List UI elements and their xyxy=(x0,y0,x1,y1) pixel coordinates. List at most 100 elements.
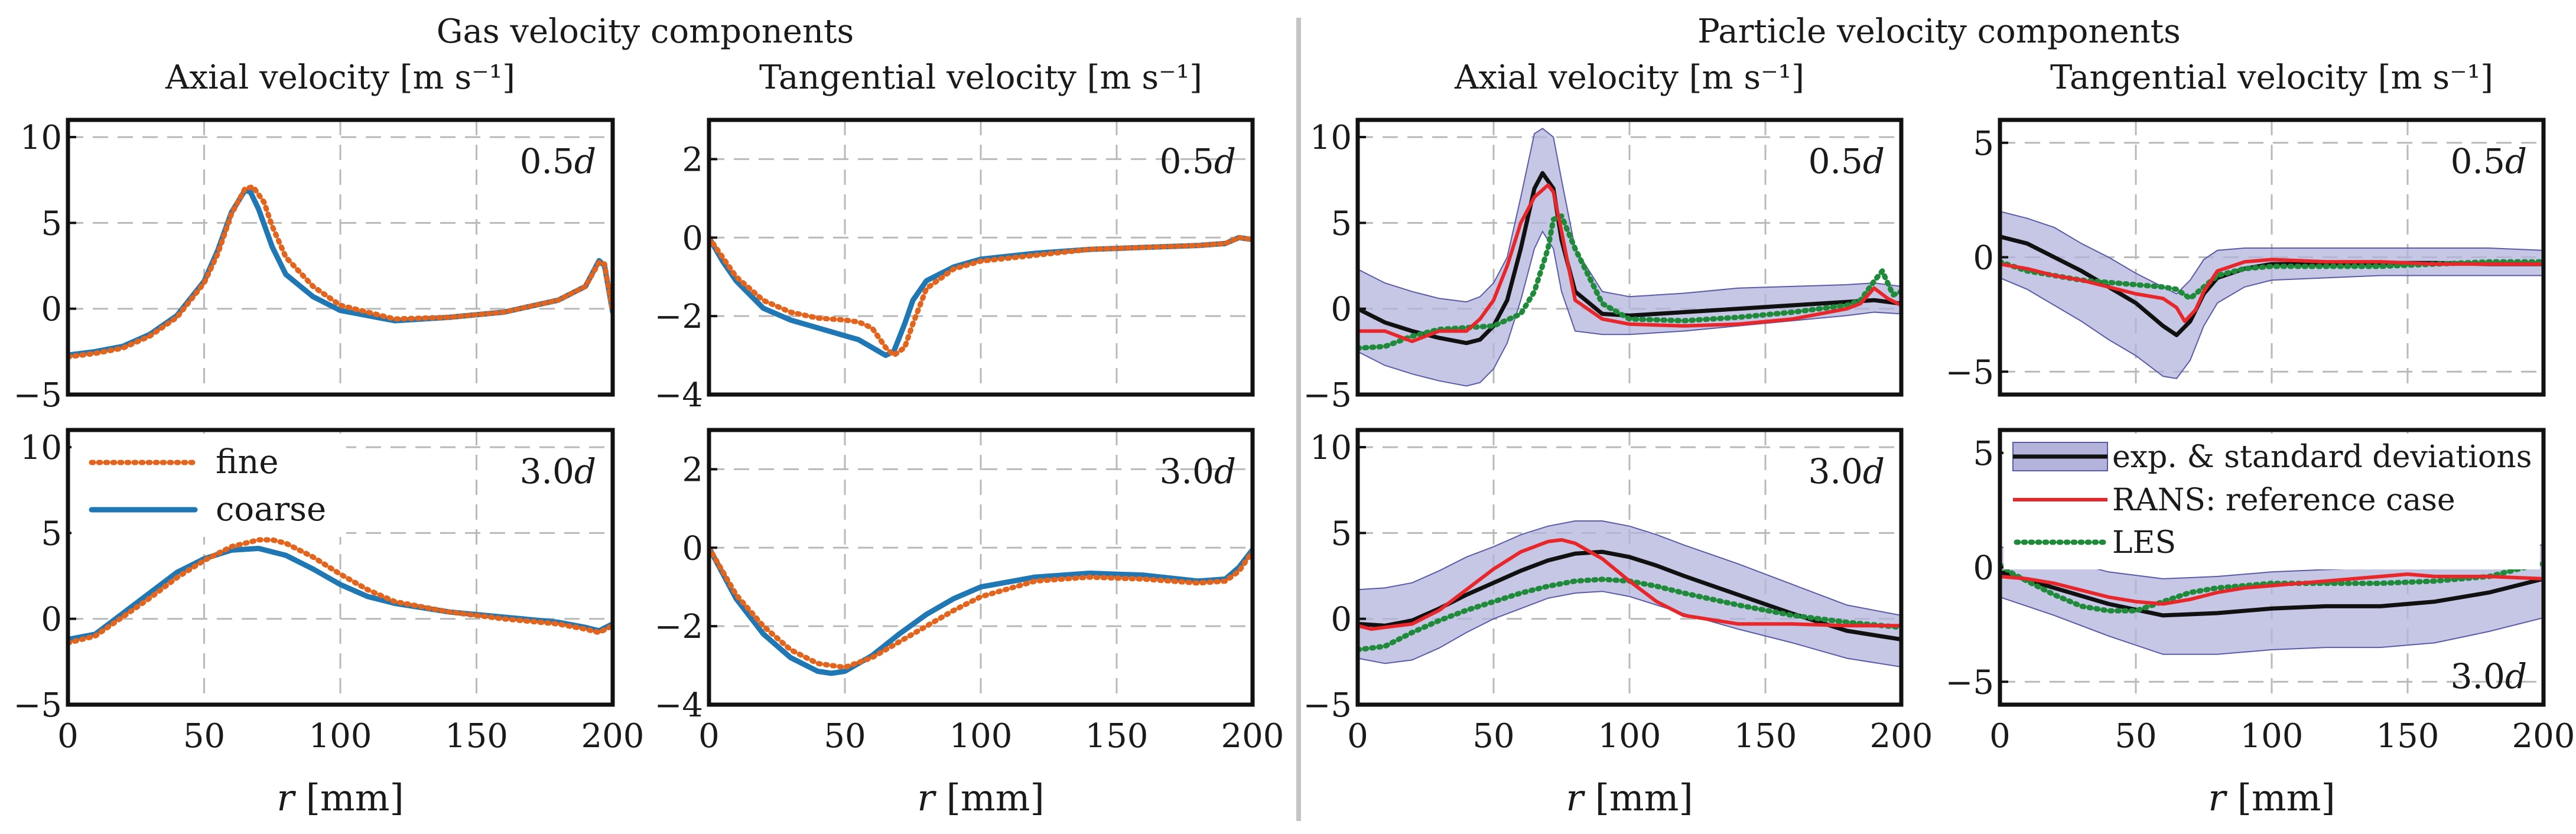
position-unit: d xyxy=(574,451,596,491)
position-value: 3.0 xyxy=(1809,451,1863,491)
position-label: 0.5d xyxy=(520,141,596,181)
gas-header: Gas velocity components xyxy=(437,12,854,51)
x-tick-label: 100 xyxy=(2240,717,2304,755)
panel-gas_tangential-3_0d: −4 −2 0 2 0 50 100 150 200 r [mm] 3.0d xyxy=(654,428,1284,819)
position-unit: d xyxy=(1863,141,1885,181)
y-tick-label: 5 xyxy=(1973,435,1994,473)
x-tick-label: 50 xyxy=(183,717,225,755)
x-axis-symbol: r xyxy=(917,776,936,819)
position-value: 3.0 xyxy=(2451,656,2505,696)
position-unit: d xyxy=(1863,451,1885,491)
panel-gas_axial-0_5d: −5 0 5 10 0.5d xyxy=(13,118,615,415)
x-axis-unit: [mm] xyxy=(294,776,404,819)
y-tick-label: 10 xyxy=(1310,119,1352,157)
x-tick-label: 150 xyxy=(1734,717,1797,755)
position-label: 0.5d xyxy=(2451,141,2527,181)
y-tick-label: 0 xyxy=(1331,291,1352,329)
particle-header: Particle velocity components xyxy=(1697,12,2181,51)
y-tick-label: −5 xyxy=(13,686,62,725)
y-tick-label: 2 xyxy=(682,451,703,489)
y-tick-label: −5 xyxy=(1303,376,1352,415)
x-tick-label: 200 xyxy=(2512,717,2575,755)
position-unit: d xyxy=(1214,141,1236,181)
panel-gas_tangential-0_5d: −4 −2 0 2 0.5d xyxy=(654,118,1255,415)
x-axis-unit: [mm] xyxy=(2226,776,2336,819)
series-line-rans xyxy=(1358,183,1901,343)
y-tick-label: −2 xyxy=(654,298,703,336)
y-tick-label: 5 xyxy=(1331,204,1352,243)
legend-label-exp: exp. & standard deviations xyxy=(2112,439,2532,475)
x-axis-label: r [mm] xyxy=(917,776,1044,819)
panel-frame xyxy=(66,428,615,707)
series-line-fine xyxy=(709,545,1253,670)
y-tick-label: 5 xyxy=(1973,125,1994,163)
legend-label-les: LES xyxy=(2112,525,2176,561)
chart-title: Tangential velocity [m s⁻¹] xyxy=(759,58,1202,97)
data-layer xyxy=(1358,520,1901,668)
legend-label-coarse: coarse xyxy=(216,490,326,529)
y-tick-label: 0 xyxy=(1331,601,1352,639)
position-value: 0.5 xyxy=(2451,141,2505,181)
legend-gas-bg xyxy=(71,434,346,537)
series-line-les xyxy=(2000,560,2544,614)
y-tick-label: 0 xyxy=(682,219,703,258)
chart-title: Axial velocity [m s⁻¹] xyxy=(165,58,515,97)
chart-title: Tangential velocity [m s⁻¹] xyxy=(2050,58,2493,97)
x-tick-label: 200 xyxy=(581,717,645,755)
x-tick-label: 0 xyxy=(1989,717,2011,755)
y-tick-label: 2 xyxy=(682,141,703,179)
x-axis-symbol: r xyxy=(2208,776,2227,819)
panel-frame xyxy=(66,118,615,397)
y-tick-label: 0 xyxy=(41,291,62,329)
series-line-fine xyxy=(68,537,613,646)
position-label: 3.0d xyxy=(1809,451,1885,491)
position-label: 0.5d xyxy=(1160,141,1236,181)
y-tick-label: −5 xyxy=(13,376,62,415)
legend-particle: exp. & standard deviations RANS: referenc… xyxy=(2003,434,2540,569)
series-line-fine xyxy=(709,234,1253,359)
panel-particle_tangential-0_5d: −5 0 5 0.5d xyxy=(1945,118,2546,397)
x-tick-label: 100 xyxy=(1598,717,1661,755)
x-tick-label: 100 xyxy=(949,717,1013,755)
panel-frame xyxy=(707,118,1255,397)
position-value: 0.5 xyxy=(1160,141,1214,181)
series-line-les xyxy=(1358,576,1901,653)
y-tick-label: 10 xyxy=(1310,429,1352,467)
y-tick-label: 0 xyxy=(41,601,62,639)
y-tick-label: −5 xyxy=(1303,686,1352,725)
panel-frame xyxy=(707,428,1255,707)
series-line-rans xyxy=(2000,258,2544,323)
x-tick-label: 50 xyxy=(1472,717,1514,755)
x-tick-label: 150 xyxy=(1085,717,1149,755)
series-line-exp xyxy=(1358,549,1901,642)
data-layer xyxy=(709,545,1253,676)
y-tick-label: −2 xyxy=(654,608,703,646)
y-tick-label: 10 xyxy=(20,429,62,467)
position-label: 3.0d xyxy=(2451,656,2527,696)
y-tick-label: 0 xyxy=(1973,549,1994,588)
y-tick-label: −5 xyxy=(1945,663,1994,702)
x-axis-label: r [mm] xyxy=(2208,776,2335,819)
legend-gas: fine coarse xyxy=(71,434,346,537)
y-tick-label: −4 xyxy=(654,376,703,415)
series-line-les xyxy=(1358,213,1901,351)
legend-label-rans: RANS: reference case xyxy=(2112,483,2455,518)
x-axis-label: r [mm] xyxy=(1566,776,1693,819)
series-line-rans xyxy=(2000,572,2544,606)
std-band xyxy=(1358,520,1901,668)
data-layer xyxy=(68,184,613,360)
panel-particle_axial-0_5d: −5 0 5 10 0.5d xyxy=(1303,118,1904,415)
position-label: 3.0d xyxy=(520,451,596,491)
y-tick-label: 0 xyxy=(1973,239,1994,278)
y-tick-label: 5 xyxy=(1331,514,1352,553)
position-unit: d xyxy=(2505,656,2527,696)
chart-particle_tangential: Tangential velocity [m s⁻¹]−505 0.5d−5050… xyxy=(1945,58,2575,819)
position-value: 3.0 xyxy=(520,451,574,491)
position-value: 3.0 xyxy=(1160,451,1214,491)
x-tick-label: 200 xyxy=(1870,717,1933,755)
y-tick-label: −5 xyxy=(1945,353,1994,392)
x-tick-label: 200 xyxy=(1221,717,1284,755)
